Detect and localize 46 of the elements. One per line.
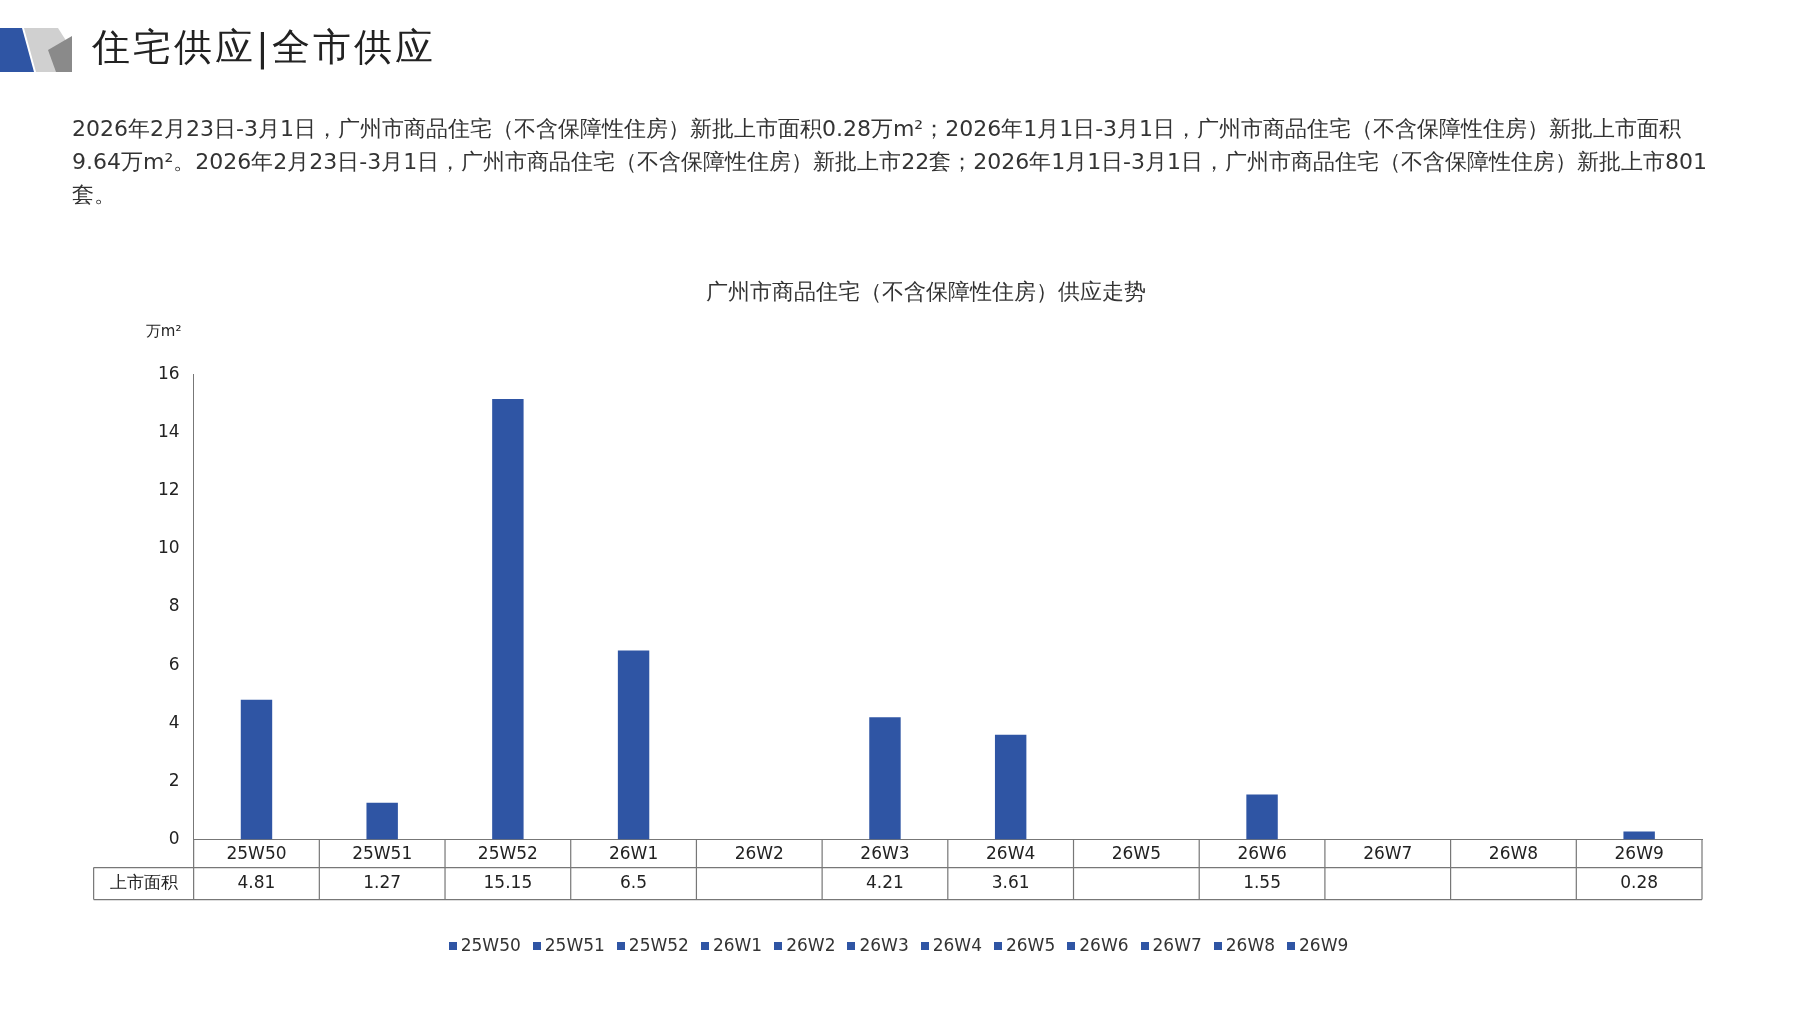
- category-label: 25W50: [460, 935, 521, 955]
- x-tick-label: 26W4: [986, 843, 1036, 864]
- x-tick-label: 26W1: [608, 843, 659, 864]
- category-label: 26W2: [786, 935, 836, 955]
- category-label: 26W8: [1225, 935, 1276, 955]
- category-label: 25W51: [544, 935, 605, 955]
- category-label: 26W5: [1005, 935, 1056, 955]
- category-label: 25W52: [628, 935, 689, 955]
- data-label: 15.15: [483, 872, 533, 893]
- y-tick-label: 6: [168, 653, 180, 674]
- y-tick-label: 10: [157, 537, 180, 558]
- data-label: 4.21: [866, 872, 904, 893]
- y-tick-label: 14: [157, 420, 180, 441]
- text: 住宅供应|全市供应: [92, 24, 436, 72]
- category-label: 26W6: [1079, 935, 1129, 955]
- x-tick-label: 26W5: [1111, 843, 1161, 864]
- data-label: 6.5: [620, 872, 648, 893]
- category-label: 26W3: [859, 935, 909, 955]
- data-label: 4.81: [237, 872, 276, 893]
- category-label: 26W4: [932, 935, 982, 955]
- category-label: 26W1: [712, 935, 763, 955]
- x-tick-label: 26W7: [1363, 843, 1413, 864]
- data-label: 1.27: [363, 872, 402, 893]
- x-tick-label: 26W6: [1237, 843, 1287, 864]
- category-label: 26W7: [1152, 935, 1202, 955]
- x-tick-label: 25W51: [352, 843, 413, 864]
- data-label: 1.55: [1243, 872, 1281, 893]
- text: 2026年2月23日-3月1日，广州市商品住宅（不含保障性住房）新批上市面积0.28万m²；2026年1月1日-3月1日，广州市商品住宅（不含保障性住房）新批上市面积9.64万m²。2026年2月23日-3月1日，广州市商品住宅（不含保障性住房）新批上市22套；2026年1月1日-3月1日，广州市商品住宅（不含保障性住房）新批上市801套。: [72, 115, 1709, 209]
- data-label: 3.61: [991, 872, 1030, 893]
- x-tick-label: 26W9: [1614, 843, 1664, 864]
- x-tick-label: 25W52: [477, 843, 538, 864]
- y-tick-label: 12: [157, 479, 180, 500]
- y-tick-label: 4: [168, 711, 180, 732]
- chart-title: 广州市商品住宅（不含保障性住房）供应走势: [706, 278, 1146, 304]
- x-tick-label: 26W2: [734, 843, 784, 864]
- data-label: 0.28: [1620, 872, 1659, 893]
- y-tick-label: 2: [168, 769, 180, 790]
- y-tick-label: 16: [157, 362, 180, 383]
- y-tick-label: 8: [168, 595, 180, 616]
- text: 上市面积: [109, 872, 178, 893]
- y-axis-title: 万m²: [145, 322, 182, 341]
- y-tick-label: 0: [168, 828, 180, 849]
- x-tick-label: 26W8: [1488, 843, 1539, 864]
- x-tick-label: 25W50: [226, 843, 287, 864]
- x-tick-label: 26W3: [860, 843, 910, 864]
- category-label: 26W9: [1299, 935, 1349, 955]
